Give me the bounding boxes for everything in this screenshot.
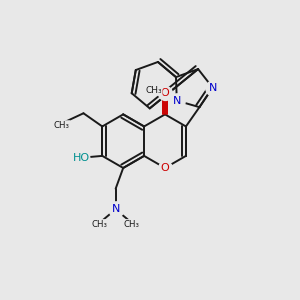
Text: N: N: [172, 96, 181, 106]
Text: HO: HO: [73, 153, 90, 163]
Text: O: O: [160, 163, 169, 173]
Text: O: O: [160, 88, 169, 98]
Text: CH₃: CH₃: [54, 121, 70, 130]
Text: CH₃: CH₃: [146, 86, 162, 95]
Text: N: N: [112, 204, 120, 214]
Text: CH₃: CH₃: [92, 220, 108, 229]
Text: N: N: [208, 82, 217, 93]
Text: CH₃: CH₃: [123, 220, 140, 229]
